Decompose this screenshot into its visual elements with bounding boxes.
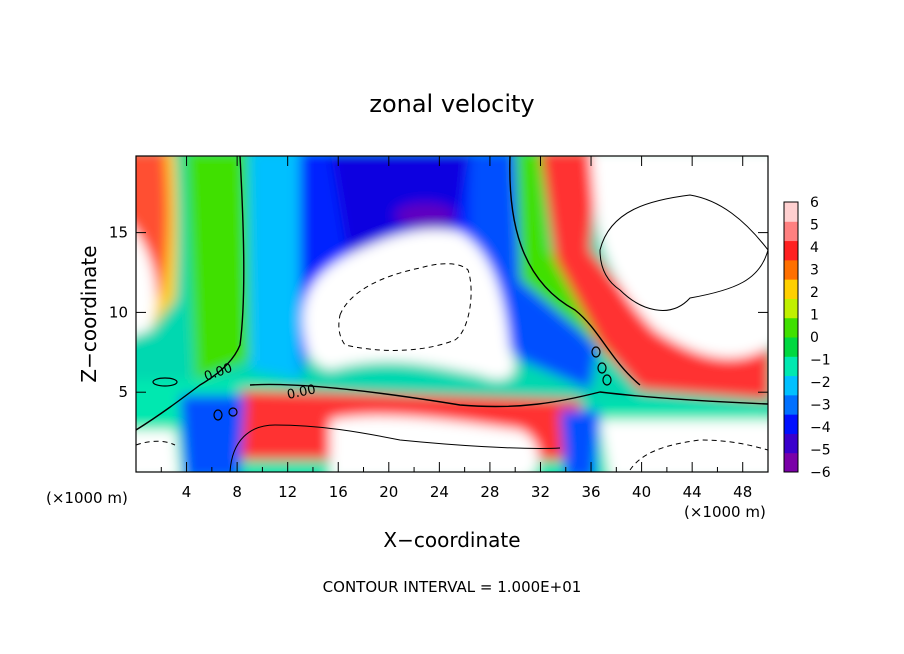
x-axis-label: X−coordinate [383,528,520,552]
colorbar-segment [784,279,798,299]
chart-title: zonal velocity [369,90,534,118]
y-tick-label: 10 [109,303,128,321]
colorbar-segment [784,202,798,222]
x-tick-label: 44 [683,483,702,501]
colorbar-tick-label: −5 [810,443,831,459]
colorbar-segment [784,394,798,415]
contour-interval-note: CONTOUR INTERVAL = 1.000E+01 [323,578,582,596]
x-axis: 4 8 12 16 20 24 28 32 36 40 44 48 [160,156,752,501]
x-unit-left: (×1000 m) [46,489,128,507]
x-tick-label: 32 [531,483,550,501]
x-tick-label: 28 [480,483,499,501]
colorbar-tick-label: 2 [810,285,819,301]
colorbar-tick-label: −1 [810,353,831,369]
x-tick-label: 12 [278,483,297,501]
colorbar-segment [784,259,798,280]
y-tick-label: 5 [118,383,128,401]
colorbar-tick-label: 5 [810,218,819,234]
colorbar-segment [784,356,798,377]
colorbar: 6 5 4 3 2 1 0 −1 −2 −3 −4 −5 −6 [783,195,831,481]
colorbar-frame [783,201,799,473]
colorbar-segment [784,414,798,434]
colorbar-tick-label: −2 [810,375,831,391]
x-tick-label: 36 [581,483,600,501]
x-tick-label: 24 [430,483,449,501]
x-tick-label: 48 [733,483,752,501]
plot-frame [135,155,769,473]
heatmap-field: 0.00 0.00 [136,156,768,472]
y-axis: 5 10 15 [109,224,768,401]
colorbar-tick-label: −4 [810,420,831,436]
colorbar-tick-label: 3 [810,263,819,279]
x-tick-label: 8 [232,483,242,501]
colorbar-tick-label: 1 [810,308,819,324]
colorbar-tick-label: 0 [810,330,819,346]
colorbar-tick-label: −6 [810,465,831,481]
y-axis-label: Z−coordinate [77,245,101,382]
colorbar-tick-label: 6 [810,195,819,211]
colorbar-tick-label: −3 [810,398,831,414]
colorbar-segment [784,221,798,242]
colorbar-segment [784,433,798,454]
colorbar-segment [784,240,798,261]
x-tick-label: 20 [379,483,398,501]
colorbar-segment [784,337,798,357]
x-unit-right: (×1000 m) [684,503,766,521]
colorbar-segment [784,375,798,396]
y-tick-label: 15 [109,224,128,242]
colorbar-segment [784,298,798,319]
colorbar-segment [784,317,798,338]
x-tick-label: 4 [182,483,192,501]
contour-label: 0.00 [286,382,317,403]
colorbar-tick-label: 4 [810,240,819,256]
x-tick-label: 40 [632,483,651,501]
x-tick-label: 16 [329,483,348,501]
colorbar-segment [784,452,798,473]
